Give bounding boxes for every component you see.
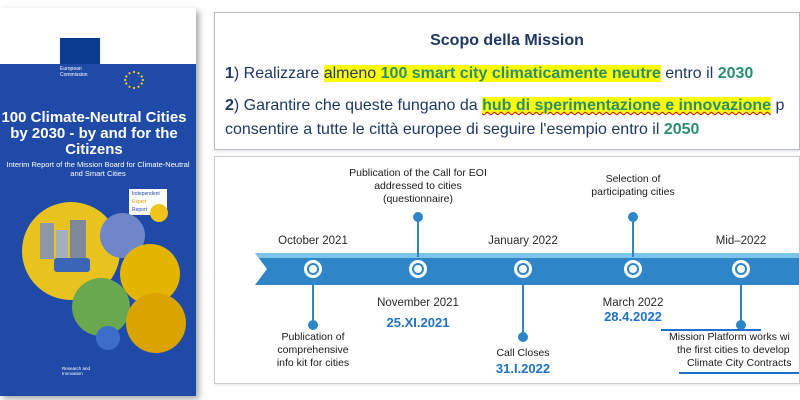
goal-number: 1 xyxy=(225,65,234,82)
cover-title: 100 Climate-Neutral Cities by 2030 - by … xyxy=(1,109,187,158)
date-january-2022: January 2022 xyxy=(488,235,558,247)
climate-contracts-underline xyxy=(679,372,799,374)
goal-year: 2030 xyxy=(717,65,754,82)
goal-text: consentire a tutte le città europee di s… xyxy=(225,121,664,138)
cover-subtitle: Interim Report of the Mission Board for … xyxy=(6,160,190,178)
badge-line: Expert xyxy=(132,199,147,205)
info-kit-label: Publication of comprehensive info kit fo… xyxy=(276,331,350,369)
badge-line: Independent xyxy=(132,191,160,197)
call-for-eoi-label: Publication of the Call for EOI addresse… xyxy=(349,167,487,205)
mission-platform-rest: works wi xyxy=(746,331,790,343)
tram-icon xyxy=(54,258,90,272)
selection-label: Selection of participating cities xyxy=(591,173,675,198)
scope-goal-2-cont: consentire a tutte le città europee di s… xyxy=(225,121,699,139)
mission-scope-box: Scopo della Mission 1) Realizzare almeno… xyxy=(214,12,800,150)
goal-text: p xyxy=(771,97,785,114)
exact-date-28-4-2022: 28.4.2022 xyxy=(604,309,662,324)
goal-highlight-bold: hub di sperimentazione e innovazione xyxy=(482,97,772,114)
mission-platform-line2: the first cities to develop xyxy=(677,344,790,356)
city-illustration-circle xyxy=(126,293,186,353)
timeline-box: Publication of the Call for EOI addresse… xyxy=(214,156,800,384)
date-march-2022: March 2022 xyxy=(602,297,664,309)
scope-goal-2: 2) Garantire che queste fungano da hub d… xyxy=(225,97,784,115)
goal-paren: ) xyxy=(233,97,240,114)
eu-stars-icon xyxy=(124,70,144,90)
exact-date-25-xi-2021: 25.XI.2021 xyxy=(386,315,450,330)
goal-text: entro il xyxy=(660,65,718,82)
date-november-2021: November 2021 xyxy=(377,297,459,309)
building-icon xyxy=(70,220,86,260)
connector-dot xyxy=(736,320,746,330)
mission-platform-link: Mission Platform xyxy=(669,331,747,343)
goal-highlight: almeno xyxy=(323,65,381,82)
mission-platform-label: Mission Platform works wi xyxy=(669,331,799,344)
connector-dot xyxy=(308,320,318,330)
goal-paren: ) xyxy=(233,65,240,82)
publications-office-label: Research and Innovation xyxy=(62,366,91,376)
building-icon xyxy=(40,223,54,259)
milestone-markers xyxy=(302,258,752,280)
scope-title: Scopo della Mission xyxy=(430,32,584,49)
eu-flag-logo xyxy=(60,38,144,90)
building-icon xyxy=(56,230,68,260)
connector-dot xyxy=(518,332,528,342)
date-october-2021: October 2021 xyxy=(278,235,348,247)
goal-highlight-bold: 100 smart city climaticamente neutre xyxy=(380,65,661,82)
report-cover: European Commission 100 Climate-Neutral … xyxy=(0,8,196,396)
date-mid-2022: Mid–2022 xyxy=(715,235,767,247)
city-illustration-circle xyxy=(96,326,120,350)
call-closes-label: Call Closes xyxy=(496,347,550,359)
goal-year: 2050 xyxy=(663,121,700,138)
connector-dot xyxy=(628,212,638,222)
scope-goal-1: 1) Realizzare almeno 100 smart city clim… xyxy=(225,65,753,83)
city-illustration-circle xyxy=(72,278,130,336)
goal-text: Realizzare xyxy=(239,65,324,82)
exact-date-31-i-2022: 31.I.2022 xyxy=(495,361,551,376)
goal-number: 2 xyxy=(225,97,234,114)
city-illustration-circle xyxy=(150,204,168,222)
mission-platform-line3: Climate City Contracts xyxy=(687,357,792,369)
connector-dot xyxy=(413,212,423,222)
mission-platform-underline xyxy=(661,329,761,331)
european-commission-label: European Commission xyxy=(60,66,88,78)
badge-line: Report xyxy=(132,207,148,213)
goal-text: Garantire che queste fungano da xyxy=(239,97,483,114)
timeline-graphic xyxy=(255,212,799,342)
